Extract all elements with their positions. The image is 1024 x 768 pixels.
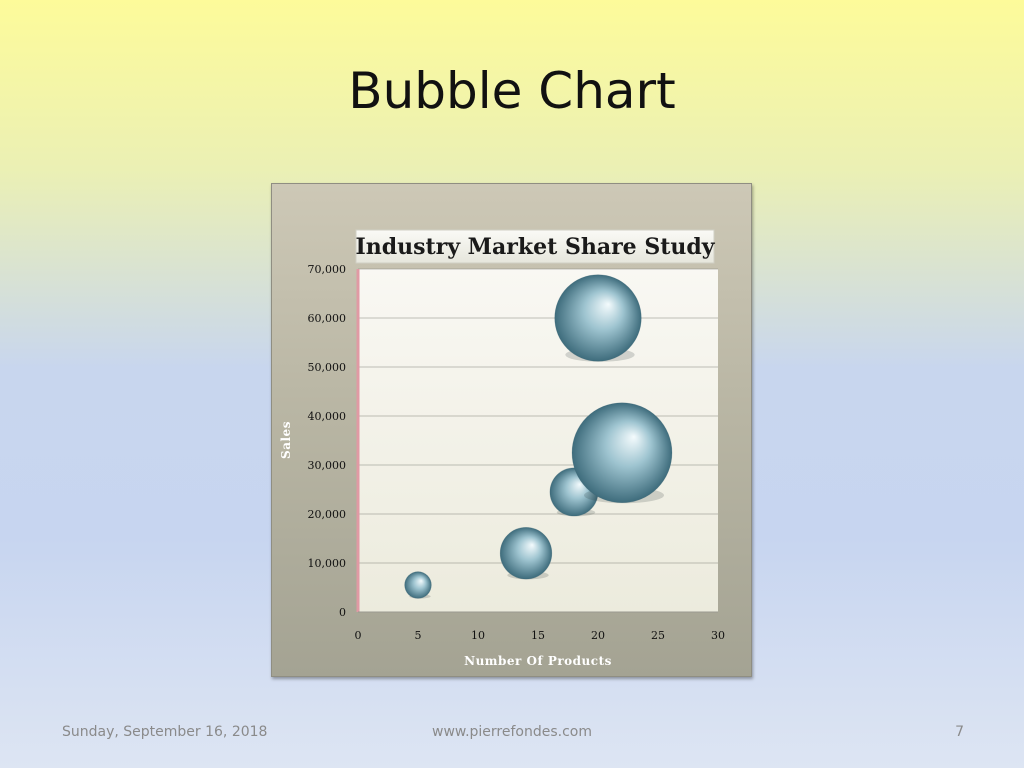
bubble <box>554 274 642 362</box>
x-tick-label: 20 <box>591 629 605 642</box>
y-axis-label: Sales <box>279 421 293 459</box>
y-tick-label: 0 <box>339 606 346 619</box>
y-tick-label: 40,000 <box>308 410 347 423</box>
bubble-chart: Industry Market Share Study 0 10,000 20,00… <box>279 229 726 668</box>
y-tick-label: 30,000 <box>308 459 347 472</box>
y-tick-label: 50,000 <box>308 361 347 374</box>
x-tick-labels: 0 5 10 15 20 25 30 <box>355 629 726 642</box>
x-tick-label: 30 <box>711 629 725 642</box>
y-tick-label: 70,000 <box>308 263 347 276</box>
footer-date: Sunday, September 16, 2018 <box>62 724 268 740</box>
chart-title-box <box>355 229 715 264</box>
y-tick-label: 60,000 <box>308 312 347 325</box>
bubbles <box>404 274 673 599</box>
footer-url: www.pierrefondes.com <box>432 724 592 740</box>
y-tick-labels: 0 10,000 20,000 30,000 40,000 50,000 60,000 70,… <box>308 263 347 619</box>
chart-frame: Industry Market Share Study 0 10,000 20,00… <box>271 183 752 677</box>
slide-title: Bubble Chart <box>348 62 676 120</box>
x-tick-label: 25 <box>651 629 665 642</box>
bubble <box>499 527 553 580</box>
x-tick-label: 0 <box>355 629 362 642</box>
x-tick-label: 10 <box>471 629 485 642</box>
bubble <box>571 402 673 504</box>
x-tick-label: 5 <box>415 629 422 642</box>
x-axis-label: Number Of Products <box>464 654 612 668</box>
y-tick-label: 10,000 <box>308 557 347 570</box>
y-tick-label: 20,000 <box>308 508 347 521</box>
x-tick-label: 15 <box>531 629 545 642</box>
chart-title: Industry Market Share Study <box>355 234 715 260</box>
page-number: 7 <box>955 724 964 740</box>
bubble <box>404 571 432 599</box>
